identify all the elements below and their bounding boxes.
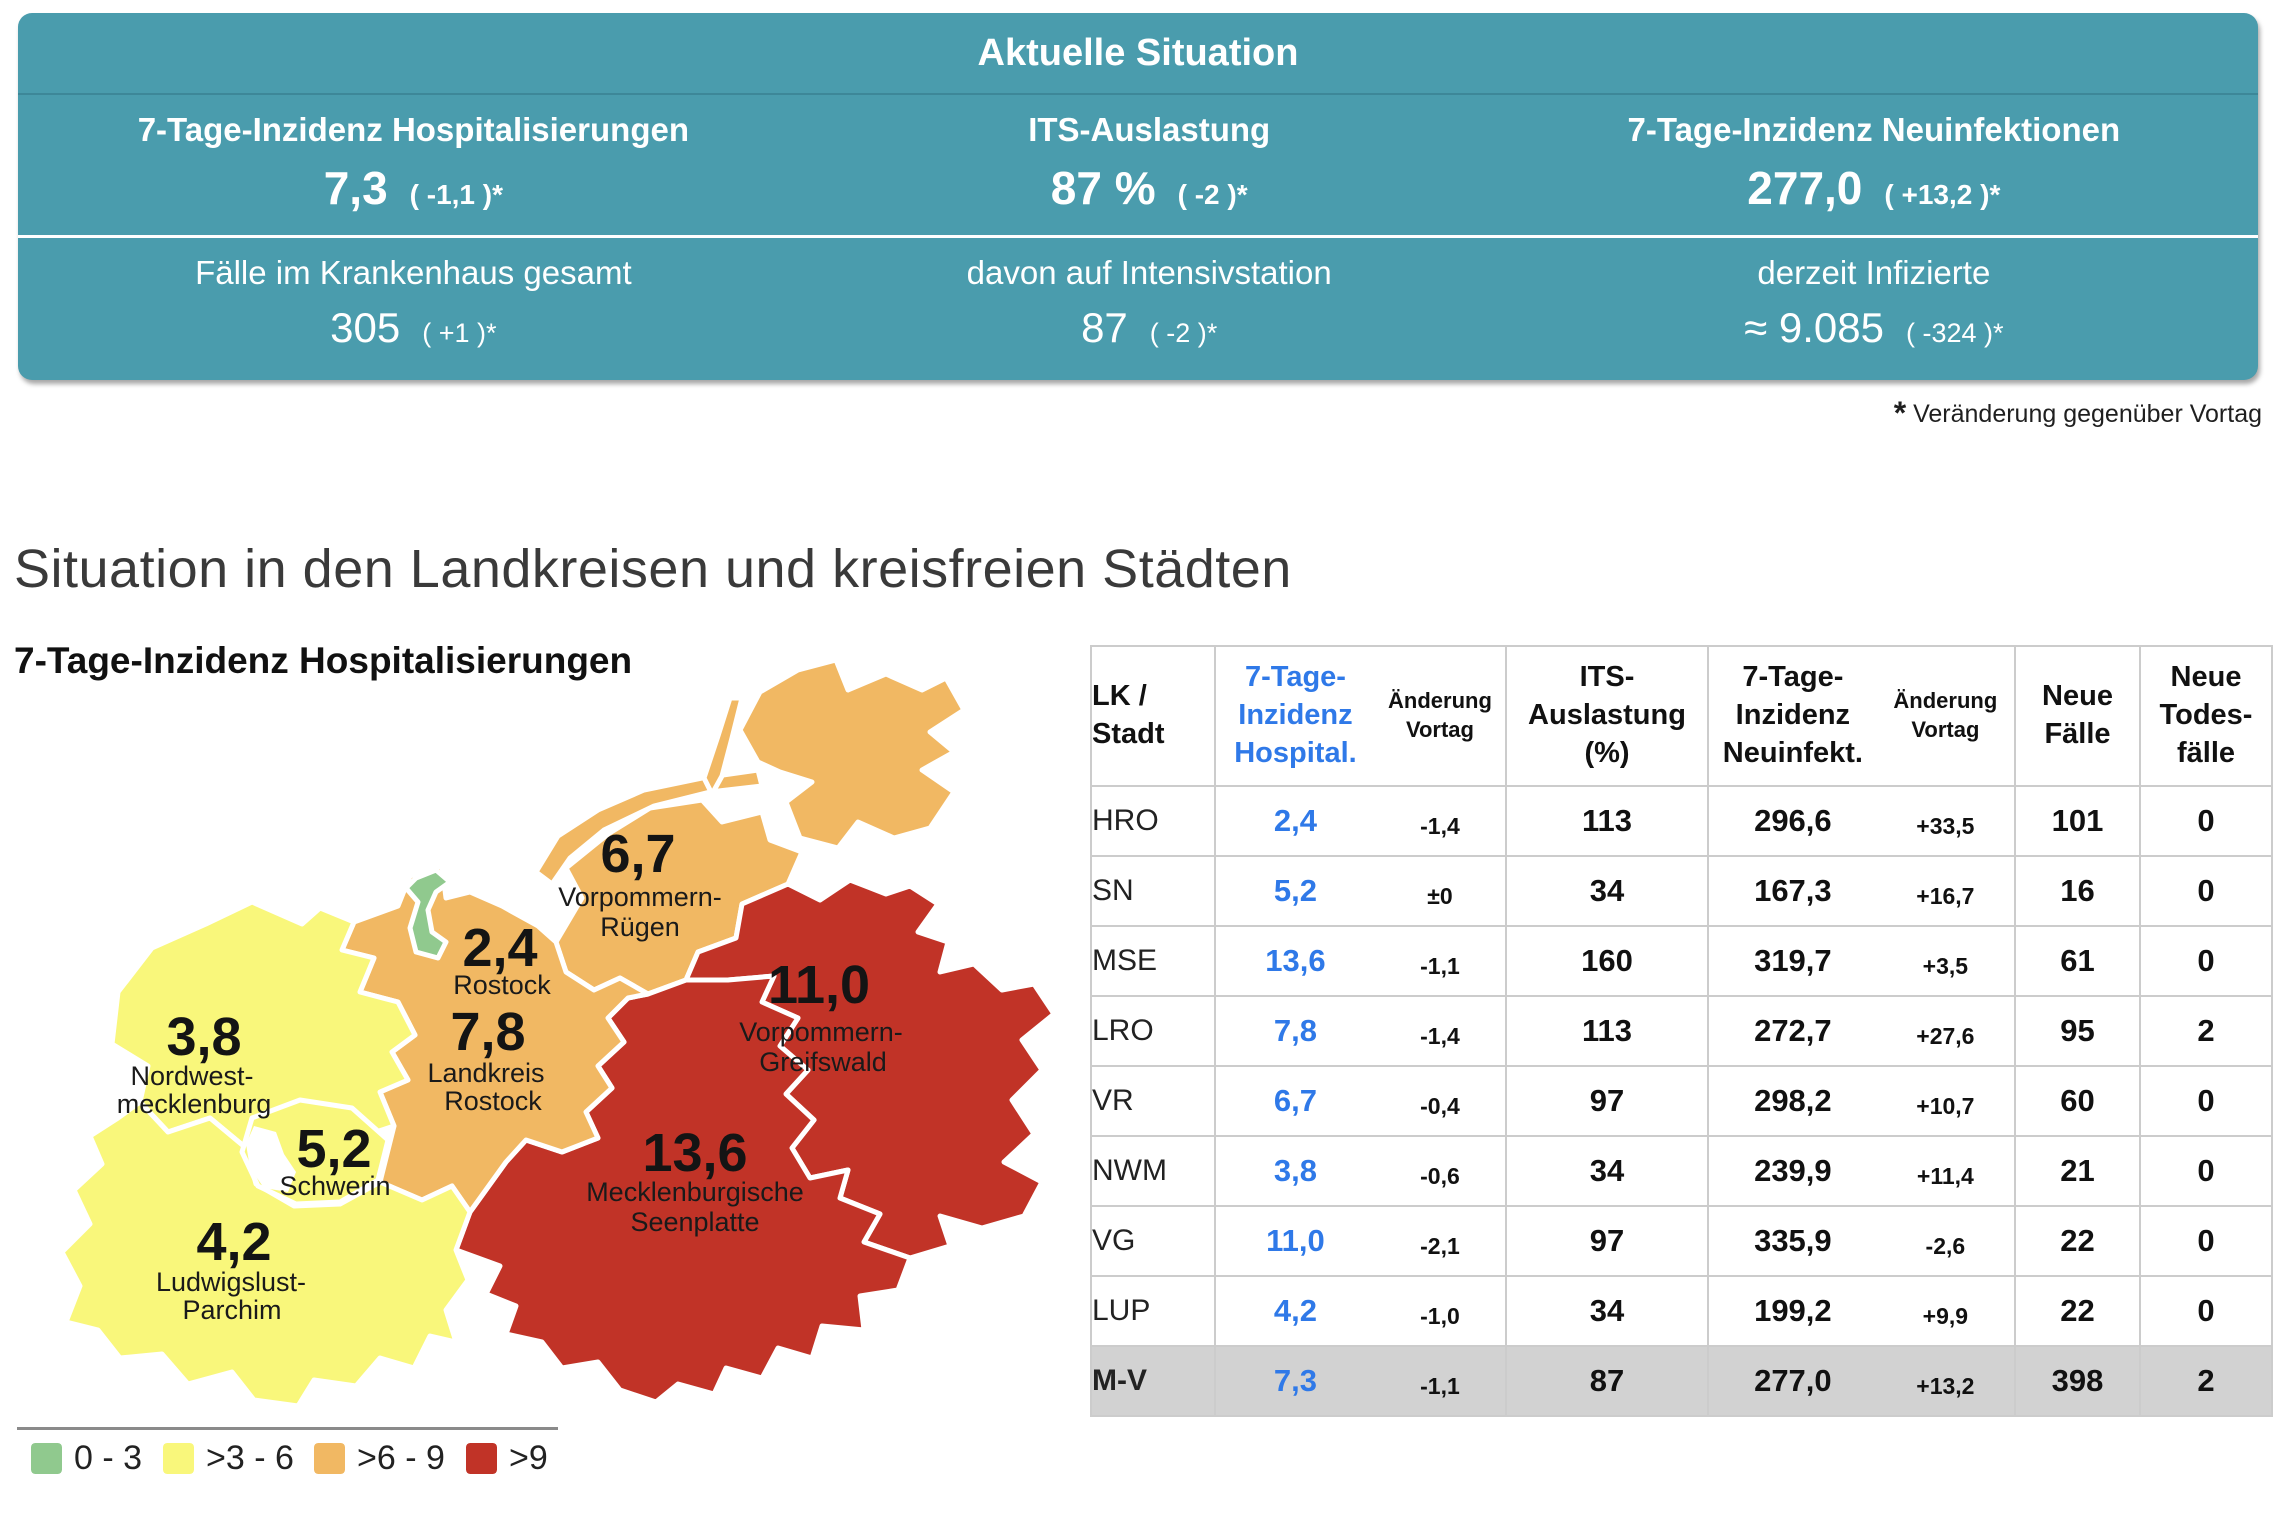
map-name-nordwestmecklenburg: Nordwest-	[130, 1061, 253, 1091]
legend-item-yellow: >3 - 6	[163, 1439, 294, 1478]
map-value-vorpommern-ruegen: 6,7	[600, 824, 675, 884]
section-heading: Situation in den Landkreisen und kreisfr…	[14, 539, 1292, 599]
map-name-vorpommern-ruegen: Vorpommern-	[558, 882, 722, 912]
region-vorpommern-ruegen-hiddensee	[701, 695, 745, 797]
table-row-lro: LRO 7,8 -1,4 113 272,7 +27,6 95 2	[1090, 995, 2273, 1067]
map-name-landkreis-rostock-2: Rostock	[444, 1086, 542, 1116]
map-name-landkreis-rostock: Landkreis	[427, 1058, 544, 1088]
footnote-asterisk: *	[1893, 395, 1907, 431]
map-value-mecklenburgische-seenplatte: 13,6	[642, 1123, 747, 1183]
legend-label: >9	[509, 1439, 548, 1477]
region-rostock-stadt	[403, 867, 453, 961]
header-new-infections: 7-Tage- Inzidenz Neuinfekt. Änderung Vor…	[1707, 645, 2016, 787]
map-name-mecklenburgische-seenplatte-2: Seenplatte	[630, 1207, 759, 1237]
legend-label: >3 - 6	[206, 1439, 294, 1477]
stat-value: 277,0	[1747, 162, 1863, 214]
stat-value: ≈ 9.085	[1744, 304, 1884, 351]
stat-icu-cases: davon auf Intensivstation 87 ( -2 )*	[809, 238, 1490, 378]
map-value-landkreis-rostock: 7,8	[450, 1002, 525, 1062]
map-value-nordwestmecklenburg: 3,8	[166, 1007, 241, 1067]
legend-item-green: 0 - 3	[31, 1439, 142, 1478]
table-row-lup: LUP 4,2 -1,0 34 199,2 +9,9 22 0	[1090, 1275, 2273, 1347]
legend-item-red: >9	[466, 1439, 548, 1478]
stat-value: 87 %	[1050, 162, 1156, 214]
stat-label: ITS-Auslastung	[1028, 111, 1271, 148]
map-name-schwerin: Schwerin	[279, 1171, 390, 1201]
legend-divider	[17, 1427, 558, 1430]
header-icu: ITS- Auslastung (%)	[1505, 645, 1709, 787]
table-row-vr: VR 6,7 -0,4 97 298,2 +10,7 60 0	[1090, 1065, 2273, 1137]
stat-change: ( -324 )*	[1905, 318, 2004, 348]
footnote-text: Veränderung gegenüber Vortag	[1913, 400, 2262, 428]
header-region: LK / Stadt	[1090, 645, 1216, 787]
map-value-rostock-stadt: 2,4	[462, 918, 537, 978]
region-vorpommern-ruegen-ruegen-island	[737, 657, 967, 851]
stat-change: ( +13,2 )*	[1884, 179, 2001, 210]
stat-hospitalization-incidence: 7-Tage-Inzidenz Hospitalisierungen 7,3 (…	[18, 95, 809, 235]
table-row-nwm: NWM 3,8 -0,6 34 239,9 +11,4 21 0	[1090, 1135, 2273, 1207]
table-header-row: LK / Stadt 7-Tage- Inzidenz Hospital. Än…	[1090, 645, 2273, 787]
lake-schweriner-see	[246, 1126, 296, 1192]
table-row-vg: VG 11,0 -2,1 97 335,9 -2,6 22 0	[1090, 1205, 2273, 1277]
stat-value: 87	[1081, 304, 1128, 351]
header-new-deaths: Neue Todes- fälle	[2139, 645, 2273, 787]
legend-swatch-red	[466, 1443, 497, 1474]
map-name-vorpommern-greifswald-2: Greifswald	[759, 1047, 887, 1077]
header-hosp-incidence: 7-Tage- Inzidenz Hospital. Änderung Vort…	[1214, 645, 1507, 787]
map-name-ludwigslust-parchim: Ludwigslust-	[156, 1267, 306, 1297]
legend-swatch-green	[31, 1443, 62, 1474]
table-row-hro: HRO 2,4 -1,4 113 296,6 +33,5 101 0	[1090, 785, 2273, 857]
table-row-mv-total: M-V 7,3 -1,1 87 277,0 +13,2 398 2	[1090, 1345, 2273, 1417]
state-map: 6,7 Vorpommern- Rügen 2,4 Rostock 7,8 La…	[59, 657, 1057, 1409]
district-table: LK / Stadt 7-Tage- Inzidenz Hospital. Än…	[1090, 645, 2273, 1417]
stat-change: ( -2 )*	[1149, 318, 1218, 348]
legend-swatch-yellow	[163, 1443, 194, 1474]
map-name-nordwestmecklenburg-2: mecklenburg	[117, 1089, 272, 1119]
stat-change: ( -2 )*	[1177, 179, 1248, 210]
stat-hospital-cases-total: Fälle im Krankenhaus gesamt 305 ( +1 )*	[18, 238, 809, 378]
legend-label: 0 - 3	[74, 1439, 143, 1477]
map-name-rostock-stadt: Rostock	[453, 970, 551, 1000]
stat-change: ( +1 )*	[422, 318, 497, 348]
map-value-schwerin: 5,2	[296, 1119, 371, 1179]
table-row-sn: SN 5,2 ±0 34 167,3 +16,7 16 0	[1090, 855, 2273, 927]
footnote: * Veränderung gegenüber Vortag	[1894, 395, 2262, 432]
legend-swatch-orange	[314, 1443, 345, 1474]
stat-label: 7-Tage-Inzidenz Neuinfektionen	[1627, 111, 2121, 148]
banner-primary-row: 7-Tage-Inzidenz Hospitalisierungen 7,3 (…	[18, 95, 2258, 235]
banner-secondary-row: Fälle im Krankenhaus gesamt 305 ( +1 )* …	[18, 235, 2258, 378]
map-value-ludwigslust-parchim: 4,2	[196, 1212, 271, 1272]
map-name-ludwigslust-parchim-2: Parchim	[182, 1295, 281, 1325]
map-title: 7-Tage-Inzidenz Hospitalisierungen	[14, 640, 633, 681]
stat-currently-infected: derzeit Infizierte ≈ 9.085 ( -324 )*	[1490, 238, 2258, 378]
stat-value: 305	[330, 304, 401, 351]
stat-value: 7,3	[323, 162, 388, 214]
map-value-vorpommern-greifswald: 11,0	[768, 955, 870, 1015]
stat-label: davon auf Intensivstation	[966, 254, 1332, 291]
legend-label: >6 - 9	[357, 1439, 445, 1477]
map-name-vorpommern-greifswald: Vorpommern-	[739, 1017, 903, 1047]
banner-title: Aktuelle Situation	[18, 13, 2258, 95]
table-row-mse: MSE 13,6 -1,1 160 319,7 +3,5 61 0	[1090, 925, 2273, 997]
stat-newinfection-incidence: 7-Tage-Inzidenz Neuinfektionen 277,0 ( +…	[1490, 95, 2258, 235]
header-new-cases: Neue Fälle	[2014, 645, 2141, 787]
current-situation-banner: Aktuelle Situation 7-Tage-Inzidenz Hospi…	[18, 13, 2258, 380]
map-name-vorpommern-ruegen-2: Rügen	[600, 912, 680, 942]
stat-icu-utilization: ITS-Auslastung 87 % ( -2 )*	[809, 95, 1490, 235]
stat-label: Fälle im Krankenhaus gesamt	[195, 254, 632, 291]
stat-change: ( -1,1 )*	[409, 179, 504, 210]
map-name-mecklenburgische-seenplatte: Mecklenburgische	[586, 1177, 804, 1207]
stat-label: 7-Tage-Inzidenz Hospitalisierungen	[137, 111, 689, 148]
stat-label: derzeit Infizierte	[1757, 254, 1991, 291]
legend-item-orange: >6 - 9	[314, 1439, 445, 1478]
region-vorpommern-ruegen-darss	[533, 767, 765, 887]
